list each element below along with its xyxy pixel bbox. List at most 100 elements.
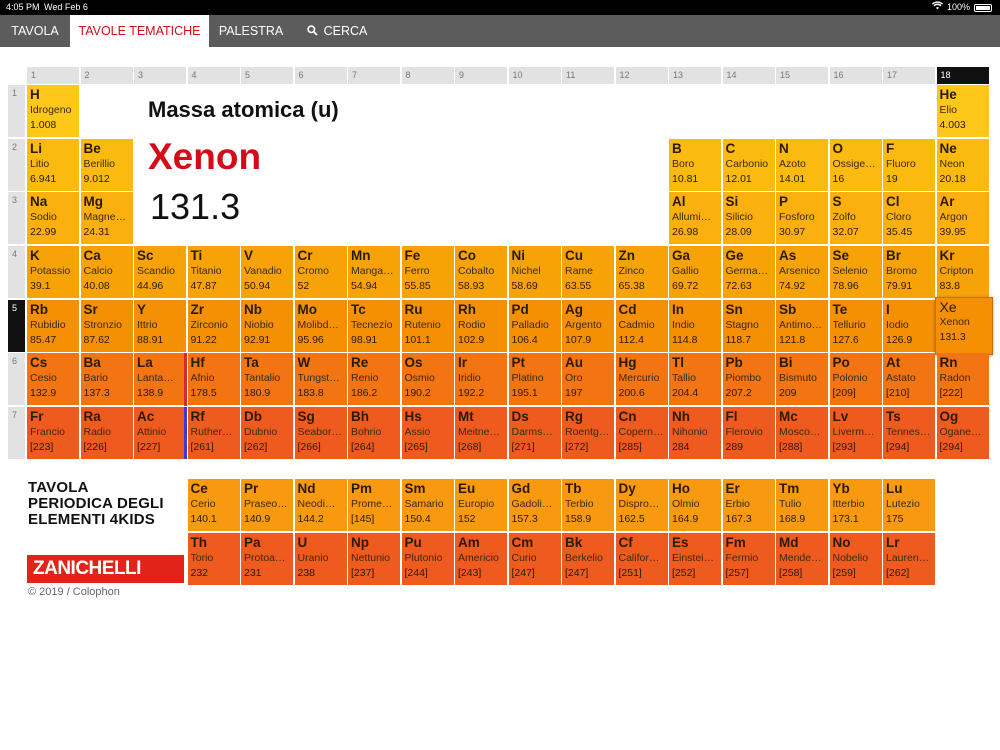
element-tile-mo[interactable]: Mo Molibd… 95.96 [294,300,347,352]
element-tile-nb[interactable]: Nb Niobio 92.91 [241,300,293,352]
group-number-18[interactable]: 18 [936,67,989,84]
element-tile-xe[interactable]: Xe Xenon 131.3 [934,297,993,355]
element-tile-ar[interactable]: Ar Argon 39.95 [936,192,989,244]
element-tile-cd[interactable]: Cd Cadmio 112.4 [615,300,668,352]
period-number-5[interactable]: 5 [8,300,25,352]
element-tile-sb[interactable]: Sb Antimo… 121.8 [776,300,828,352]
element-tile-si[interactable]: Si Silicio 28.09 [722,192,775,244]
element-tile-ac[interactable]: Ac Attinio [227] [134,407,186,459]
element-tile-fe[interactable]: Fe Ferro 55.85 [401,246,454,298]
element-tile-rg[interactable]: Rg Roentg… [272] [562,407,614,459]
element-tile-c[interactable]: C Carbonio 12.01 [722,139,775,191]
element-tile-mc[interactable]: Mc Mosco… [288] [776,407,828,459]
element-tile-ra[interactable]: Ra Radio [226] [80,407,133,459]
group-number-16[interactable]: 16 [829,67,882,84]
element-tile-ag[interactable]: Ag Argento 107.9 [562,300,614,352]
element-tile-he[interactable]: He Elio 4.003 [936,85,989,137]
copyright-link[interactable]: © 2019 / Colophon [28,586,120,598]
element-tile-se[interactable]: Se Selenio 78.96 [829,246,882,298]
element-tile-p[interactable]: P Fosforo 30.97 [776,192,828,244]
element-tile-bh[interactable]: Bh Bohrio [264] [348,407,400,459]
element-tile-np[interactable]: Np Nettunio [237] [348,533,400,585]
element-tile-es[interactable]: Es Einstei… [252] [669,533,721,585]
group-number-13[interactable]: 13 [669,67,721,84]
element-tile-o[interactable]: O Ossige… 16 [829,139,882,191]
element-tile-in[interactable]: In Indio 114.8 [669,300,721,352]
element-tile-cu[interactable]: Cu Rame 63.55 [562,246,614,298]
element-tile-al[interactable]: Al Allumi… 26.98 [669,192,721,244]
element-tile-tl[interactable]: Tl Tallio 204.4 [669,353,721,405]
element-tile-na[interactable]: Na Sodio 22.99 [27,192,79,244]
period-number-2[interactable]: 2 [8,139,25,191]
element-tile-rb[interactable]: Rb Rubidio 85.47 [27,300,79,352]
element-tile-la[interactable]: La Lanta… 138.9 [134,353,186,405]
element-tile-ca[interactable]: Ca Calcio 40.08 [80,246,133,298]
element-tile-fm[interactable]: Fm Fermio [257] [722,533,775,585]
element-tile-pt[interactable]: Pt Platino 195.1 [508,353,561,405]
element-tile-s[interactable]: S Zolfo 32.07 [829,192,882,244]
element-tile-rh[interactable]: Rh Rodio 102.9 [455,300,507,352]
group-number-6[interactable]: 6 [294,67,347,84]
element-tile-zn[interactable]: Zn Zinco 65.38 [615,246,668,298]
element-tile-pa[interactable]: Pa Protoa… 231 [241,533,293,585]
element-tile-kr[interactable]: Kr Cripton 83.8 [936,246,989,298]
element-tile-cl[interactable]: Cl Cloro 35.45 [883,192,935,244]
element-tile-sc[interactable]: Sc Scandio 44.96 [134,246,186,298]
element-tile-gd[interactable]: Gd Gadoli… 157.3 [508,479,561,531]
element-tile-db[interactable]: Db Dubnio [262] [241,407,293,459]
element-tile-ti[interactable]: Ti Titanio 47.87 [187,246,240,298]
element-tile-b[interactable]: B Boro 10.81 [669,139,721,191]
element-tile-mg[interactable]: Mg Magne… 24.31 [80,192,133,244]
element-tile-sm[interactable]: Sm Samario 150.4 [401,479,454,531]
element-tile-pm[interactable]: Pm Prome… [145] [348,479,400,531]
element-tile-f[interactable]: F Fluoro 19 [883,139,935,191]
element-tile-am[interactable]: Am Americio [243] [455,533,507,585]
period-number-4[interactable]: 4 [8,246,25,298]
element-tile-as[interactable]: As Arsenico 74.92 [776,246,828,298]
group-number-3[interactable]: 3 [134,67,186,84]
zanichelli-logo[interactable]: ZANICHELLI [27,555,184,583]
element-tile-sg[interactable]: Sg Seabor… [266] [294,407,347,459]
element-tile-br[interactable]: Br Bromo 79.91 [883,246,935,298]
element-tile-lu[interactable]: Lu Lutezio 175 [883,479,935,531]
element-tile-ds[interactable]: Ds Darms… [271] [508,407,561,459]
element-tile-cr[interactable]: Cr Cromo 52 [294,246,347,298]
element-tile-zr[interactable]: Zr Zirconio 91.22 [187,300,240,352]
element-tile-bk[interactable]: Bk Berkelio [247] [562,533,614,585]
group-number-5[interactable]: 5 [241,67,293,84]
element-tile-mn[interactable]: Mn Manga… 54.94 [348,246,400,298]
element-tile-w[interactable]: W Tungst… 183.8 [294,353,347,405]
element-tile-md[interactable]: Md Mende… [258] [776,533,828,585]
element-tile-eu[interactable]: Eu Europio 152 [455,479,507,531]
group-number-11[interactable]: 11 [562,67,614,84]
group-number-10[interactable]: 10 [508,67,561,84]
element-tile-n[interactable]: N Azoto 14.01 [776,139,828,191]
period-number-6[interactable]: 6 [8,353,25,405]
tab-tavole-tematiche[interactable]: TAVOLE TEMATICHE [70,15,209,47]
element-tile-ni[interactable]: Ni Nichel 58.69 [508,246,561,298]
element-tile-yb[interactable]: Yb Itterbio 173.1 [829,479,882,531]
group-number-7[interactable]: 7 [348,67,400,84]
group-number-8[interactable]: 8 [401,67,454,84]
element-tile-rn[interactable]: Rn Radon [222] [936,353,989,405]
group-number-15[interactable]: 15 [776,67,828,84]
element-tile-lv[interactable]: Lv Liverm… [293] [829,407,882,459]
group-number-17[interactable]: 17 [883,67,935,84]
element-tile-au[interactable]: Au Oro 197 [562,353,614,405]
period-number-7[interactable]: 7 [8,407,25,459]
group-number-12[interactable]: 12 [615,67,668,84]
element-tile-fl[interactable]: Fl Flerovio 289 [722,407,775,459]
element-tile-hs[interactable]: Hs Assio [265] [401,407,454,459]
element-tile-v[interactable]: V Vanadio 50.94 [241,246,293,298]
element-tile-bi[interactable]: Bi Bismuto 209 [776,353,828,405]
element-tile-y[interactable]: Y Ittrio 88.91 [134,300,186,352]
element-tile-re[interactable]: Re Renio 186.2 [348,353,400,405]
element-tile-te[interactable]: Te Tellurio 127.6 [829,300,882,352]
element-tile-ga[interactable]: Ga Gallio 69.72 [669,246,721,298]
element-tile-ge[interactable]: Ge Germa… 72.63 [722,246,775,298]
tab-palestra[interactable]: PALESTRA [209,15,293,47]
element-tile-dy[interactable]: Dy Dispro… 162.5 [615,479,668,531]
element-tile-ru[interactable]: Ru Rutenio 101.1 [401,300,454,352]
element-tile-pd[interactable]: Pd Palladio 106.4 [508,300,561,352]
element-tile-tm[interactable]: Tm Tulio 168.9 [776,479,828,531]
